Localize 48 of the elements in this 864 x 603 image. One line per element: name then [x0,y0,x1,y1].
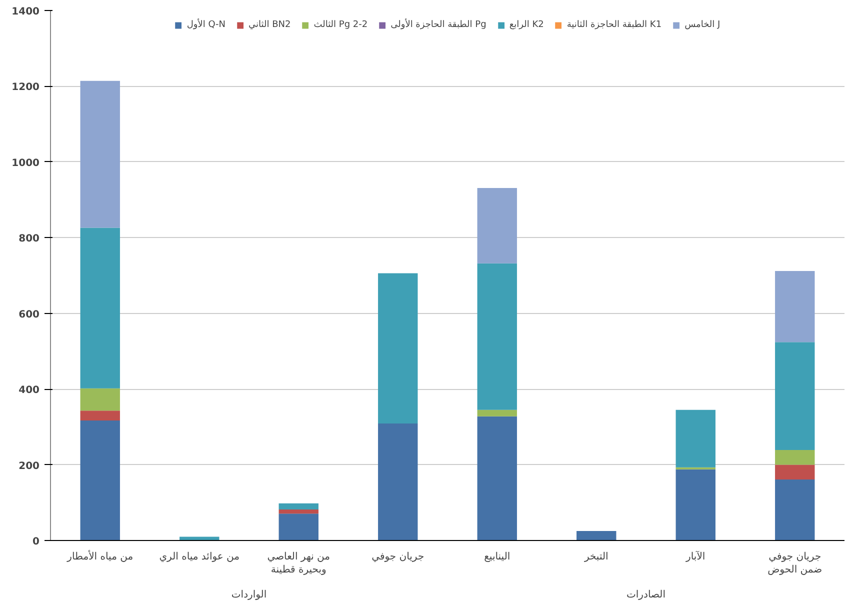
bar [80,410,120,420]
bar [180,536,220,540]
legend-label: الأول Q-N [186,20,226,30]
x-tick-label: الآبار [685,550,706,562]
bar [775,464,815,480]
y-tick-label: 800 [18,234,40,245]
legend-label: الرابع K2 [509,20,544,30]
legend-label: الطبقة الحاجزة الأولى Pg [390,20,486,30]
bar [80,228,120,388]
y-tick-label: 1400 [12,6,40,18]
bar [80,80,120,228]
y-tick-label: 600 [18,309,40,320]
legend-label: الثاني BN2 [248,20,291,30]
bar [80,388,120,411]
y-tick-label: 1000 [12,158,40,169]
y-tick-label: 400 [18,385,40,396]
bar [775,270,815,342]
y-tick-label: 1200 [12,82,40,94]
bar [278,514,318,540]
text: الواردات [231,590,267,600]
bar [278,509,318,514]
text: الصادرات [626,590,666,600]
bar [80,420,120,540]
bar [477,410,517,416]
legend-label: الطبقة الحاجزة الثانية K1 [566,20,662,30]
bar [676,410,716,468]
legend-label: الثالث Pg 2-2 [314,20,368,30]
x-tick-label: الينابيع [484,552,510,562]
bar [775,450,815,465]
y-tick-label: 200 [18,460,40,472]
bar [775,480,815,540]
bar [477,263,517,410]
bar [378,273,418,424]
x-tick-label: من مياه الأمطار [66,550,134,562]
bar [278,503,318,510]
bar [477,188,517,264]
x-tick-label: جريان جوفي ضمن الحوض [768,552,822,576]
x-tick-label: جريان جوفي [372,552,424,562]
x-tick-label: من عوائد مياه الري [159,552,240,562]
x-tick-label: من نهر العاصي وبحيرة قطينة [267,552,330,576]
legend-label: الخامس J [684,20,720,30]
bar [775,342,815,450]
bar [378,424,418,540]
bar [576,531,616,540]
bar [477,416,517,540]
x-tick-label: التبخر [583,552,608,562]
y-tick-label: 0 [32,536,40,548]
bar [676,469,716,540]
